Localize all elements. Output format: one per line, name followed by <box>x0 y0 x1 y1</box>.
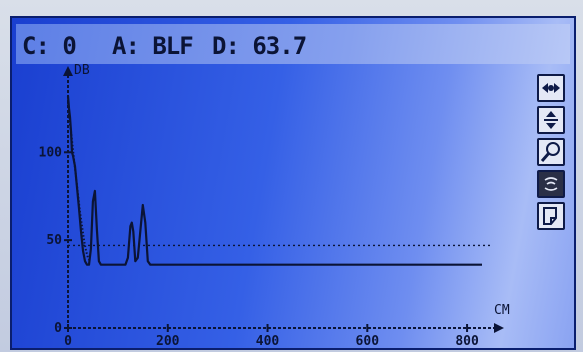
signal-icon <box>544 177 558 191</box>
y-tick-label: 50 <box>46 233 62 248</box>
signal-chart: 0 200 400 600 800 0 50 100 DB CM <box>39 63 510 348</box>
signal-trace <box>66 96 482 266</box>
x-tick-label: 800 <box>455 334 479 348</box>
x-tick-label: 600 <box>356 334 380 348</box>
signal-button[interactable] <box>537 170 565 198</box>
x-axis-label: CM <box>494 303 510 318</box>
x-tick-label: 0 <box>64 334 72 348</box>
status-header: C: 0 A: BLF D: 63.7 <box>16 24 570 64</box>
pan-horizontal-button[interactable] <box>537 74 565 102</box>
zoom-button[interactable] <box>537 138 565 166</box>
pan-horizontal-icon <box>542 83 560 93</box>
y-tick-label: 100 <box>39 145 63 160</box>
mode-readout: A: BLF <box>112 32 194 60</box>
page-icon <box>543 207 557 225</box>
page-button[interactable] <box>537 202 565 230</box>
tool-panel <box>531 68 571 248</box>
pan-vertical-icon <box>544 111 558 129</box>
lcd-screen: C: 0 A: BLF D: 63.7 0 200 400 600 800 0 50 100 D… <box>10 16 576 350</box>
zoom-icon <box>540 142 560 162</box>
x-axis-arrow <box>494 323 504 333</box>
distance-readout: D: 63.7 <box>212 32 307 60</box>
y-axis-label: DB <box>74 63 90 78</box>
y-axis-arrow <box>63 66 73 76</box>
x-tick-label: 400 <box>256 334 280 348</box>
pan-vertical-button[interactable] <box>537 106 565 134</box>
x-tick-label: 200 <box>156 334 180 348</box>
y-tick-label: 0 <box>54 321 62 336</box>
channel-readout: C: 0 <box>22 32 77 60</box>
raw-signal-trace <box>67 103 91 262</box>
